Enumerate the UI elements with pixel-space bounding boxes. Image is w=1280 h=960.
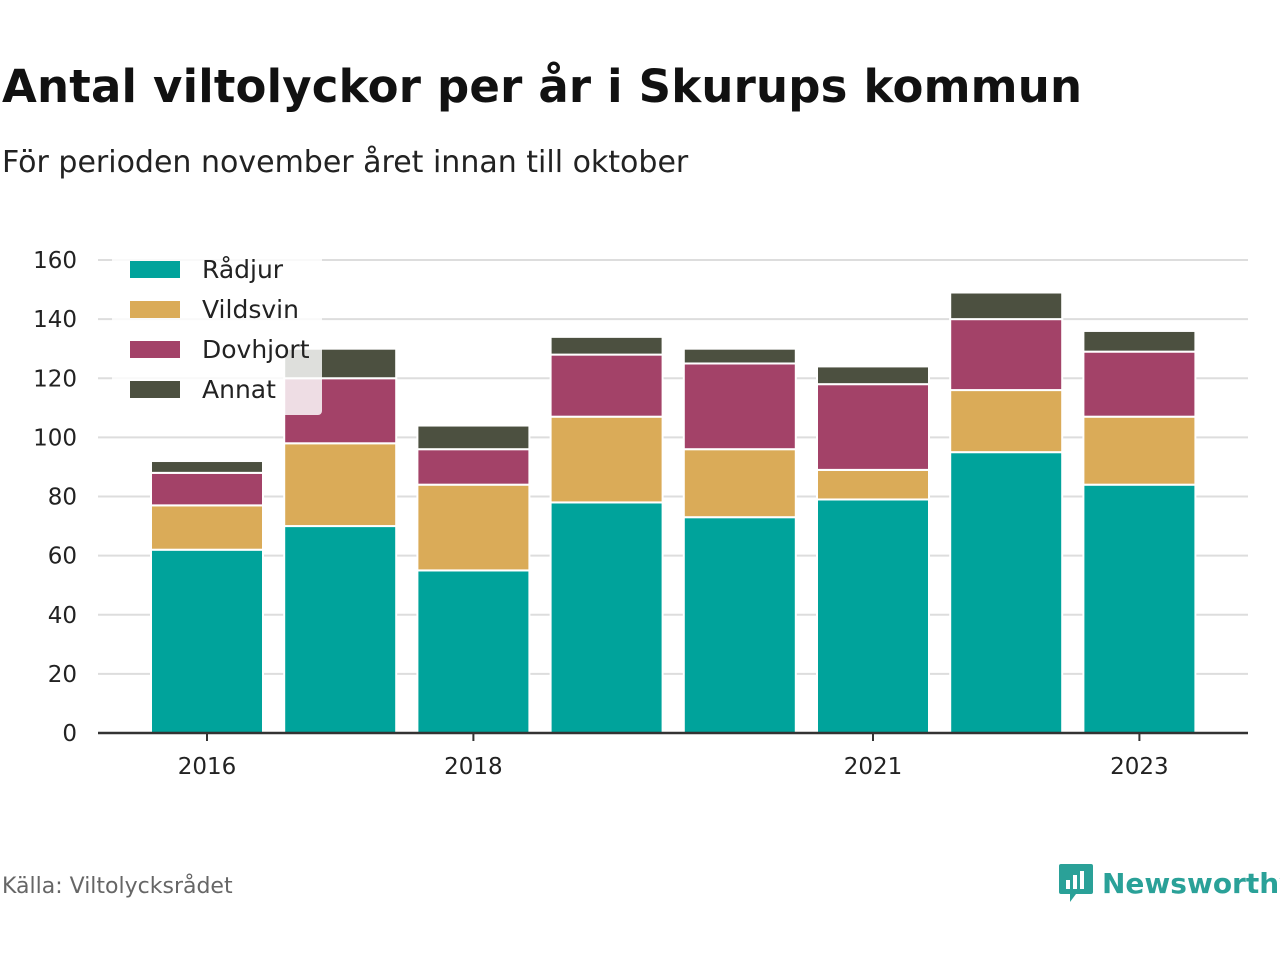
bar-segment-rådjur: [949, 451, 1064, 734]
y-tick-label: 60: [48, 544, 77, 570]
y-tick-label: 160: [33, 248, 77, 274]
y-tick-label: 140: [33, 307, 77, 333]
y-tick-label: 0: [62, 721, 77, 747]
bar-segment-rådjur: [1082, 483, 1197, 734]
newsworthy-icon: [1059, 864, 1093, 902]
legend-label: Dovhjort: [202, 335, 310, 364]
bar-segment-dovhjort: [682, 362, 797, 451]
legend-swatch-rådjur: [130, 261, 180, 278]
bar-segment-vildsvin: [549, 415, 664, 504]
x-tick-label: 2023: [1110, 754, 1169, 780]
chart-subtitle: För perioden november året innan till ok…: [2, 145, 689, 180]
x-tick-label: 2021: [844, 754, 903, 780]
y-tick-label: 40: [48, 603, 77, 629]
bar-segment-annat: [816, 365, 930, 386]
x-tick-label: 2018: [444, 754, 503, 780]
legend-label: Annat: [202, 375, 276, 404]
legend-label: Rådjur: [202, 255, 284, 284]
bar-segment-rådjur: [416, 569, 531, 734]
bar-segment-annat: [549, 335, 664, 356]
bar-segment-rådjur: [283, 525, 398, 734]
bar-segment-vildsvin: [150, 504, 264, 551]
y-tick-label: 20: [48, 662, 77, 688]
legend-label: Vildsvin: [202, 295, 299, 324]
legend-swatch-dovhjort: [130, 341, 180, 358]
y-tick-label: 120: [33, 366, 77, 392]
legend-swatch-annat: [130, 381, 180, 398]
bar-segment-dovhjort: [816, 383, 930, 471]
bar-segment-rådjur: [549, 501, 664, 734]
bar-segment-annat: [150, 460, 264, 474]
y-tick-label: 100: [33, 425, 77, 451]
bar-segment-dovhjort: [150, 471, 264, 507]
bar-segment-vildsvin: [682, 448, 797, 519]
bar-segment-vildsvin: [1082, 415, 1197, 486]
bar-segment-rådjur: [150, 548, 264, 735]
bar-segment-annat: [416, 424, 531, 451]
bar-segment-dovhjort: [1082, 350, 1197, 418]
bar-segment-annat: [682, 347, 797, 365]
newsworthy-logo: Newsworthy: [1058, 862, 1280, 904]
bar-segment-annat: [1082, 329, 1197, 353]
legend-background: [112, 247, 322, 415]
bar-segment-vildsvin: [283, 442, 398, 528]
bar-segment-vildsvin: [416, 483, 531, 572]
bar-segment-dovhjort: [549, 353, 664, 418]
brand-name: Newsworthy: [1102, 866, 1280, 900]
y-tick-label: 80: [48, 485, 77, 511]
bar-segment-dovhjort: [949, 318, 1064, 392]
bar-segment-dovhjort: [416, 448, 531, 486]
legend-swatch-vildsvin: [130, 301, 180, 318]
source-note: Källa: Viltolycksrådet: [2, 874, 233, 899]
bar-segment-rådjur: [682, 516, 797, 734]
x-tick-label: 2016: [178, 754, 237, 780]
bar-segment-vildsvin: [949, 389, 1064, 454]
chart-title: Antal viltolyckor per år i Skurups kommu…: [2, 60, 1083, 113]
bar-segment-vildsvin: [816, 468, 930, 501]
bar-segment-rådjur: [816, 498, 930, 734]
bar-segment-annat: [949, 291, 1064, 321]
